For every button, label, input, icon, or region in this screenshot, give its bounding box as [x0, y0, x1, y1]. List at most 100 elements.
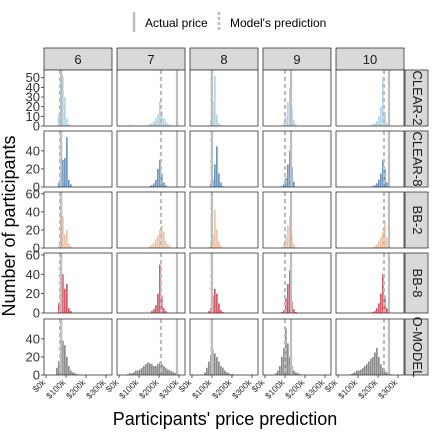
histogram-bar — [384, 169, 386, 187]
histogram-bar — [358, 370, 360, 375]
x-tick-label: $300k — [376, 377, 400, 401]
row-strip-label: BB-8 — [410, 269, 425, 298]
histogram-bar — [386, 182, 388, 187]
histogram-bar — [68, 180, 70, 187]
histogram-bar — [165, 368, 167, 375]
histogram-bar — [293, 309, 295, 313]
histogram-bar — [386, 372, 388, 375]
histogram-bar — [64, 158, 66, 187]
histogram-bar — [163, 182, 165, 187]
histogram-bar — [360, 370, 362, 375]
histogram-bar — [218, 123, 220, 126]
histogram-bar — [167, 370, 169, 375]
histogram-bar — [155, 239, 157, 248]
histogram-bar — [380, 107, 382, 126]
panel-background — [117, 131, 185, 187]
panel-background — [263, 70, 331, 126]
y-axis-label: Number of participants — [0, 135, 19, 316]
y-tick-label: 20 — [26, 286, 40, 301]
histogram-bar — [151, 364, 153, 375]
y-tick-label: 40 — [26, 204, 40, 219]
histogram-bar — [378, 241, 380, 248]
panel-background — [336, 131, 404, 187]
facet-panel — [336, 253, 404, 313]
panel-background — [117, 70, 185, 126]
facet-panel — [190, 131, 258, 187]
histogram-bar — [386, 308, 388, 313]
histogram-bar — [216, 146, 218, 187]
y-tick-label: 60 — [26, 186, 40, 201]
facet-panel — [190, 253, 258, 313]
histogram-bar — [214, 289, 216, 313]
histogram-bar — [214, 353, 216, 375]
x-tick-label: $100k — [263, 377, 287, 401]
histogram-bar — [153, 243, 155, 248]
legend-label: Actual price — [145, 16, 208, 30]
panel-background — [190, 192, 258, 248]
histogram-bar — [153, 366, 155, 375]
histogram-bar — [366, 364, 368, 375]
facet-panel — [336, 319, 404, 375]
histogram-bar — [155, 366, 157, 375]
y-tick-label: 20 — [26, 222, 40, 237]
column-strip-label: 9 — [293, 52, 300, 67]
histogram-bar — [283, 123, 285, 126]
histogram-bar — [208, 361, 210, 375]
facet-panel — [44, 192, 112, 248]
facet-panel — [117, 253, 185, 313]
histogram-bar — [64, 289, 66, 313]
x-tick-label: $200k — [64, 377, 88, 401]
histogram-bar — [216, 230, 218, 248]
x-tick-label: $200k — [137, 377, 161, 401]
row-strip-label: CLEAR-2 — [410, 71, 425, 126]
histogram-bar — [163, 118, 165, 126]
histogram-bar — [151, 244, 153, 248]
panel-background — [263, 131, 331, 187]
facet-panel — [117, 70, 185, 126]
histogram-bar — [56, 368, 58, 375]
histogram-bar — [66, 137, 68, 187]
histogram-bar — [155, 118, 157, 126]
histogram-bar — [376, 348, 378, 375]
facet-panel — [190, 70, 258, 126]
facet-panel — [336, 131, 404, 187]
histogram-bar — [133, 372, 135, 375]
histogram-bar — [376, 244, 378, 248]
histogram-bar — [159, 230, 161, 248]
histogram-bar — [68, 366, 70, 375]
histogram-bar — [216, 357, 218, 375]
y-tick-label: 20 — [26, 349, 40, 364]
facet-panel — [263, 253, 331, 313]
panel-background — [44, 319, 112, 375]
legend-item: Actual price — [134, 12, 208, 32]
histogram-bar — [283, 184, 285, 187]
histogram-bar — [68, 308, 70, 313]
histogram-bar — [218, 241, 220, 248]
histogram-bar — [279, 366, 281, 375]
histogram-bar — [354, 372, 356, 375]
histogram-bar — [66, 357, 68, 375]
facet-panel — [44, 319, 112, 375]
histogram-bar — [165, 122, 167, 126]
histogram-bar — [380, 173, 382, 187]
x-tick-label: $100k — [190, 377, 214, 401]
x-tick-label: $100k — [336, 377, 360, 401]
histogram-bar — [220, 366, 222, 375]
histogram-bar — [216, 294, 218, 313]
histogram-bar — [171, 371, 173, 375]
histogram-bar — [157, 169, 159, 187]
histogram-bar — [153, 183, 155, 187]
histogram-bar — [135, 370, 137, 375]
facet-panel — [44, 253, 112, 313]
panel-background — [44, 131, 112, 187]
column-strip-label: 8 — [220, 52, 227, 67]
histogram-bar — [378, 357, 380, 375]
histogram-bar — [149, 363, 151, 375]
facet-panel — [117, 131, 185, 187]
histogram-bar — [220, 182, 222, 187]
row-strip-label: O-MODEL — [410, 317, 425, 378]
histogram-bar — [157, 114, 159, 126]
histogram-bar — [293, 243, 295, 248]
histogram-bar — [293, 182, 295, 187]
